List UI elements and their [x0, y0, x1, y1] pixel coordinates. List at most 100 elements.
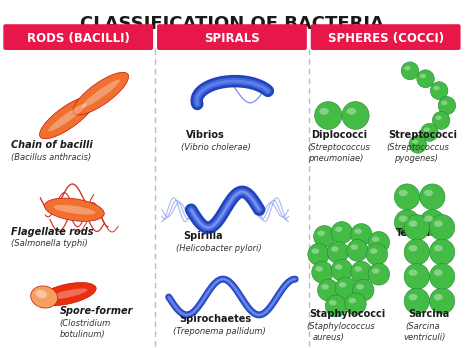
Ellipse shape — [424, 190, 433, 196]
Text: (Salmonella typhi): (Salmonella typhi) — [11, 239, 88, 248]
Ellipse shape — [312, 261, 333, 283]
Ellipse shape — [368, 263, 390, 285]
Text: (Treponema pallidum): (Treponema pallidum) — [173, 327, 265, 336]
Ellipse shape — [434, 220, 443, 227]
Ellipse shape — [433, 86, 439, 90]
Ellipse shape — [318, 230, 325, 236]
Ellipse shape — [404, 288, 429, 314]
FancyBboxPatch shape — [157, 24, 307, 50]
Ellipse shape — [331, 259, 353, 281]
Text: Sarcina: Sarcina — [408, 309, 449, 319]
Ellipse shape — [356, 284, 364, 290]
Ellipse shape — [346, 108, 356, 115]
Ellipse shape — [342, 102, 369, 129]
Ellipse shape — [339, 282, 346, 287]
Ellipse shape — [434, 269, 443, 276]
Ellipse shape — [409, 245, 418, 251]
Text: Flagellate rods: Flagellate rods — [11, 227, 94, 237]
Ellipse shape — [325, 295, 347, 317]
Ellipse shape — [409, 220, 418, 227]
Text: Spore-former: Spore-former — [60, 306, 133, 316]
Ellipse shape — [39, 96, 95, 139]
Ellipse shape — [54, 205, 95, 214]
Ellipse shape — [432, 111, 450, 129]
Text: Spirochaetes: Spirochaetes — [180, 314, 252, 324]
Ellipse shape — [434, 294, 443, 300]
Ellipse shape — [419, 184, 445, 210]
Text: SPHERES (COCCI): SPHERES (COCCI) — [328, 32, 444, 45]
Ellipse shape — [370, 248, 377, 254]
Ellipse shape — [424, 215, 433, 222]
Ellipse shape — [82, 80, 120, 108]
Text: Diplococci: Diplococci — [311, 130, 367, 140]
Ellipse shape — [47, 288, 88, 300]
Ellipse shape — [36, 290, 47, 298]
Text: Chain of bacilli: Chain of bacilli — [11, 140, 93, 150]
Ellipse shape — [399, 190, 408, 196]
Ellipse shape — [308, 244, 329, 265]
Ellipse shape — [436, 116, 442, 120]
Ellipse shape — [331, 246, 338, 252]
Ellipse shape — [345, 293, 366, 315]
Ellipse shape — [401, 62, 419, 80]
Ellipse shape — [347, 239, 368, 261]
Ellipse shape — [73, 72, 128, 115]
Ellipse shape — [441, 101, 447, 105]
Ellipse shape — [351, 261, 372, 283]
Ellipse shape — [429, 239, 455, 265]
Ellipse shape — [409, 135, 427, 153]
Ellipse shape — [421, 124, 438, 141]
Text: pyogenes): pyogenes) — [394, 154, 438, 163]
Ellipse shape — [399, 215, 408, 222]
Ellipse shape — [335, 227, 342, 232]
Ellipse shape — [372, 268, 379, 274]
Text: pneumoniae): pneumoniae) — [308, 154, 363, 163]
FancyBboxPatch shape — [311, 24, 461, 50]
Ellipse shape — [409, 294, 418, 300]
Text: CLASSIFICATION OF BACTERIA: CLASSIFICATION OF BACTERIA — [80, 15, 384, 33]
Ellipse shape — [404, 66, 410, 70]
Text: Tetrad: Tetrad — [395, 229, 430, 238]
Ellipse shape — [348, 298, 356, 303]
Ellipse shape — [420, 74, 426, 78]
Ellipse shape — [417, 70, 434, 88]
Ellipse shape — [372, 236, 379, 242]
Text: (Sarcina: (Sarcina — [405, 322, 440, 331]
Ellipse shape — [351, 224, 372, 245]
Ellipse shape — [335, 264, 342, 270]
Ellipse shape — [412, 139, 418, 144]
FancyBboxPatch shape — [3, 24, 153, 50]
Text: botulinum): botulinum) — [60, 330, 105, 339]
Text: (Vibrio cholerae): (Vibrio cholerae) — [182, 143, 251, 152]
Ellipse shape — [404, 264, 429, 290]
Text: (Clostridium: (Clostridium — [60, 319, 111, 328]
Text: Vibrios: Vibrios — [186, 130, 225, 140]
Ellipse shape — [48, 104, 86, 132]
Ellipse shape — [355, 266, 362, 272]
Ellipse shape — [429, 215, 455, 240]
Ellipse shape — [419, 210, 445, 236]
Ellipse shape — [315, 102, 342, 129]
Ellipse shape — [355, 229, 362, 234]
Ellipse shape — [394, 184, 419, 210]
Ellipse shape — [430, 82, 448, 100]
Ellipse shape — [424, 127, 430, 132]
Text: (Staphylococcus: (Staphylococcus — [306, 322, 374, 331]
Ellipse shape — [394, 210, 419, 236]
Ellipse shape — [314, 226, 335, 247]
Ellipse shape — [331, 222, 353, 244]
Ellipse shape — [316, 266, 323, 272]
Ellipse shape — [429, 288, 455, 314]
Ellipse shape — [350, 244, 358, 250]
Text: (Helicobacter pylori): (Helicobacter pylori) — [176, 244, 262, 253]
Text: (Streptococcus: (Streptococcus — [308, 143, 371, 152]
Ellipse shape — [335, 277, 356, 299]
Ellipse shape — [404, 239, 429, 265]
Text: (Bacillus anthracis): (Bacillus anthracis) — [11, 153, 91, 162]
Text: ventriculi): ventriculi) — [403, 333, 446, 342]
Ellipse shape — [327, 242, 349, 263]
Ellipse shape — [319, 108, 329, 115]
Ellipse shape — [39, 283, 96, 306]
Ellipse shape — [429, 264, 455, 290]
Ellipse shape — [409, 269, 418, 276]
